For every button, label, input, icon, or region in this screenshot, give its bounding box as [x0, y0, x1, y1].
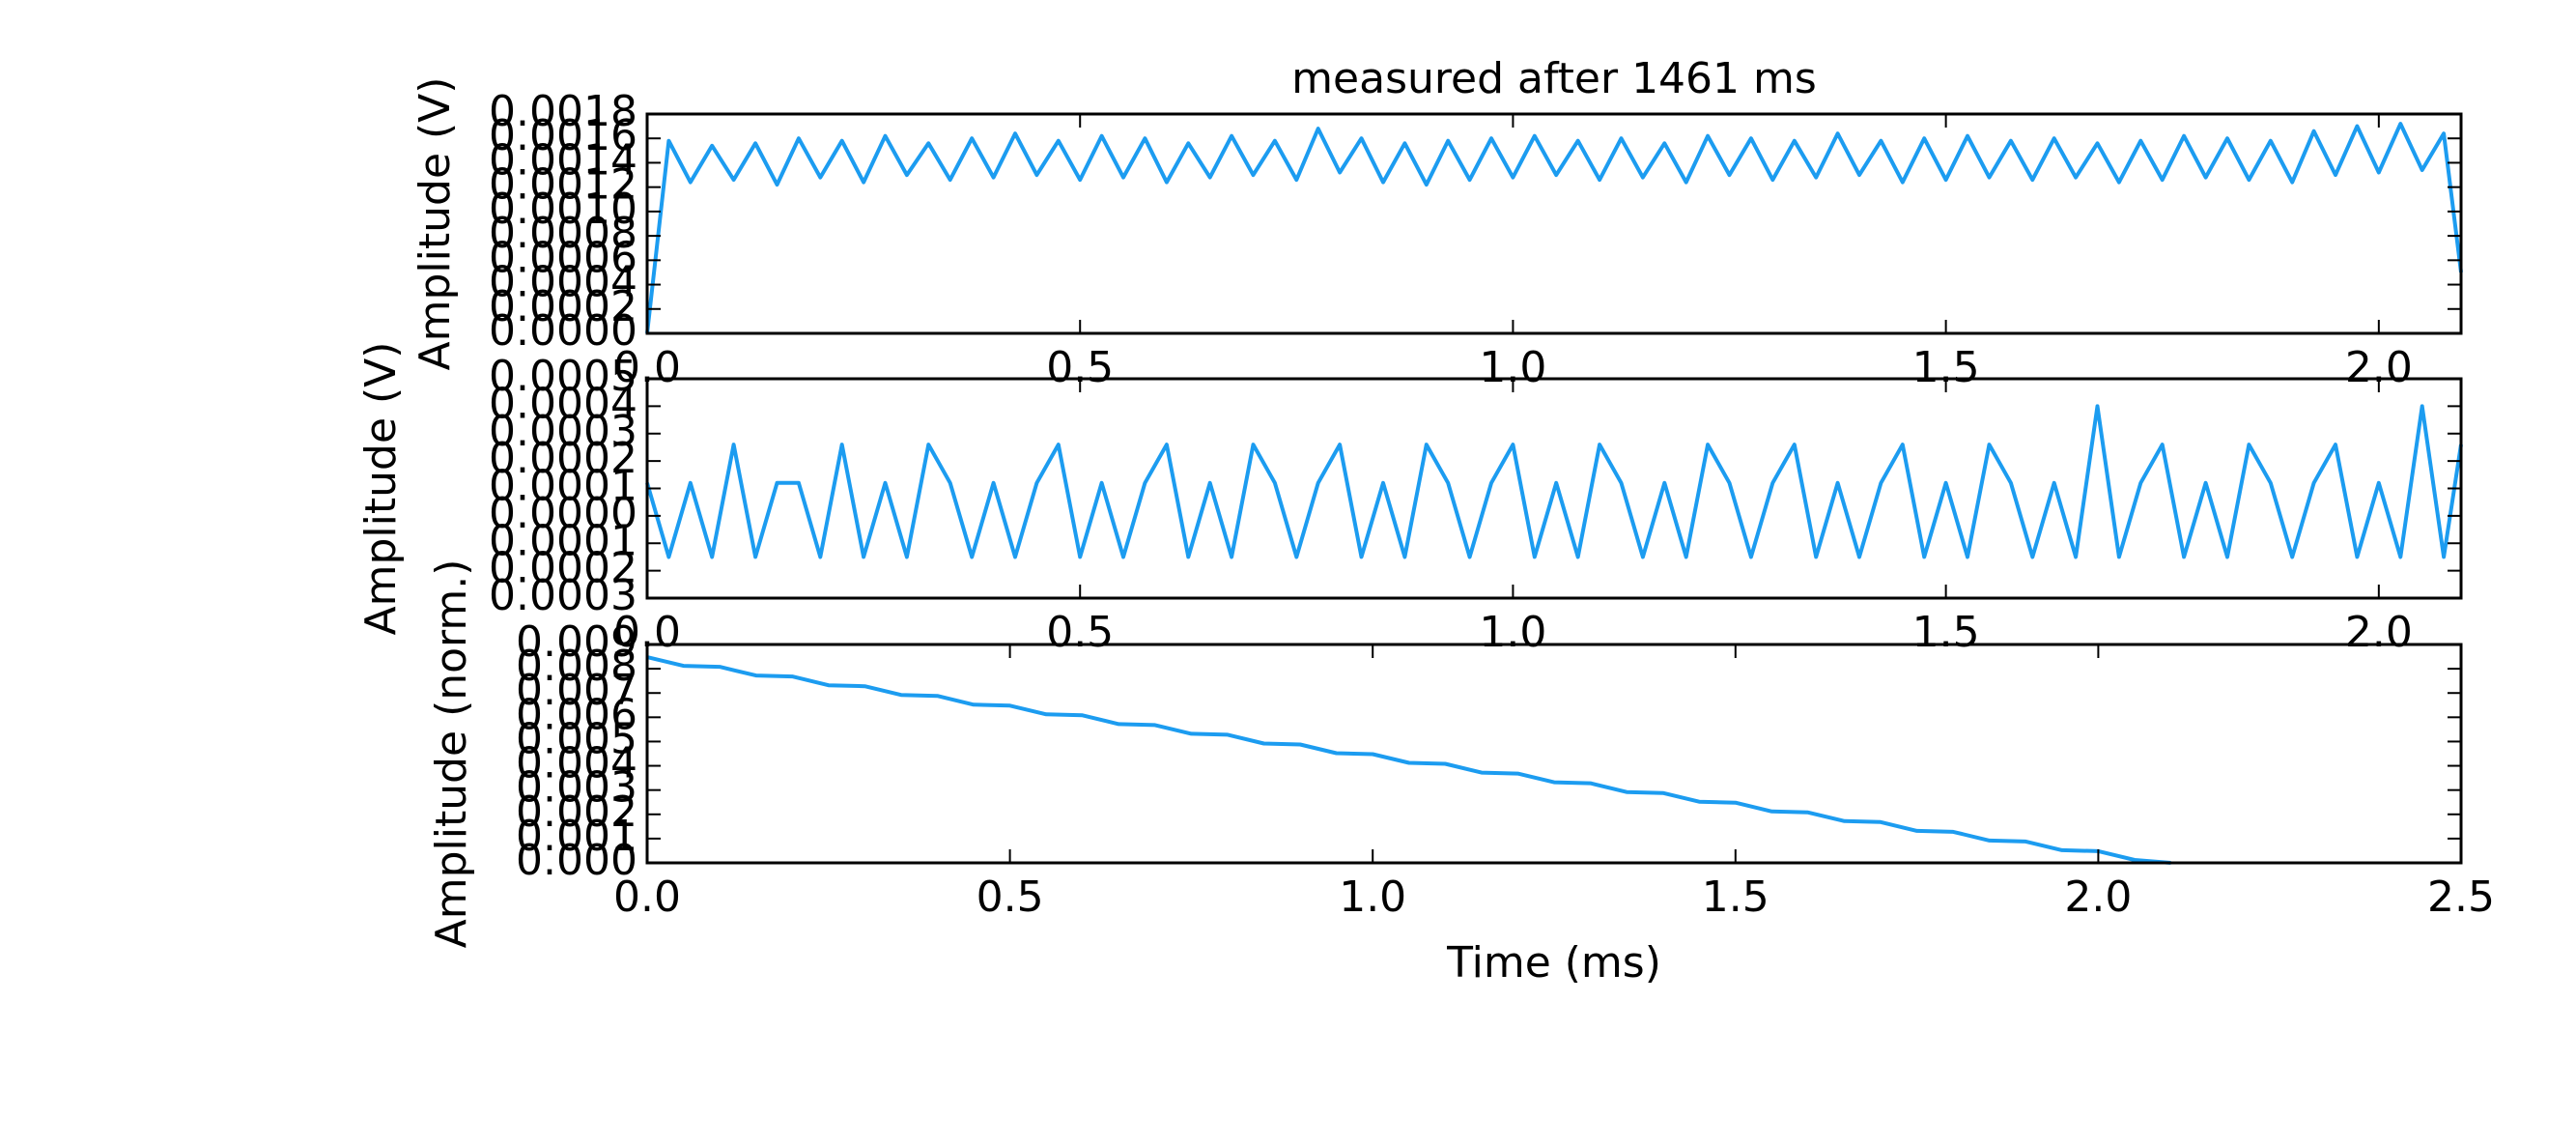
y-axis-label: Amplitude (V): [356, 342, 406, 636]
y-tick-label: 0.0014: [489, 135, 637, 185]
y-tick-label: 0.0003: [489, 571, 637, 620]
y-tick-label: 0.003: [516, 763, 637, 813]
signal-line: [645, 404, 2463, 559]
y-tick-label: 0.0008: [489, 209, 637, 258]
x-tick-label: 1.5: [1912, 608, 1980, 657]
x-axis-label: Time (ms): [1446, 938, 1661, 988]
y-tick-label: 0.0000: [489, 489, 637, 538]
x-tick-label: 1.0: [1479, 608, 1546, 657]
signal-line: [646, 655, 2171, 865]
x-tick-label: 0.5: [977, 873, 1044, 922]
y-tick-label: 0.0002: [489, 282, 637, 331]
y-tick-label: 0.007: [516, 666, 637, 715]
y-axis-label: Amplitude (V): [410, 77, 460, 371]
y-tick-label: 0.000: [516, 836, 637, 885]
y-tick-label: 0.0000: [489, 306, 637, 356]
y-tick-label: 0.004: [516, 739, 637, 788]
axes-frame: [645, 643, 2463, 865]
x-tick-label: 2.0: [2345, 608, 2413, 657]
y-tick-label: 0.0006: [489, 233, 637, 282]
y-tick-label: 0.0004: [489, 379, 637, 428]
x-tick-label: 1.5: [1702, 873, 1769, 922]
x-tick-label: 2.0: [2064, 873, 2132, 922]
y-tick-label: 0.0010: [489, 185, 637, 234]
y-tick-label: 0.0003: [489, 407, 637, 456]
x-tick-label: 2.5: [2427, 873, 2495, 922]
x-tick-label: 0.5: [1046, 608, 1114, 657]
x-tick-label: 1.0: [1339, 873, 1406, 922]
y-tick-label: 0.0012: [489, 160, 637, 210]
y-tick-label: 0.0001: [489, 462, 637, 511]
y-axis-label: Amplitude (norm.): [427, 559, 476, 949]
y-tick-label: 0.001: [516, 812, 637, 861]
x-tick-label: 0.0: [613, 873, 681, 922]
chart-title: measured after 1461 ms: [1291, 54, 1817, 103]
axes-frame: [645, 112, 2463, 335]
y-tick-label: 0.009: [516, 617, 637, 667]
y-tick-label: 0.0002: [489, 544, 637, 593]
y-tick-label: 0.0004: [489, 258, 637, 307]
y-tick-label: 0.0018: [489, 87, 637, 136]
y-tick-label: 0.0001: [489, 516, 637, 565]
y-tick-label: 0.006: [516, 690, 637, 739]
y-tick-label: 0.0005: [489, 352, 637, 401]
y-tick-label: 0.002: [516, 787, 637, 837]
signal-line: [645, 122, 2463, 334]
y-tick-label: 0.008: [516, 642, 637, 691]
y-tick-label: 0.005: [516, 714, 637, 763]
y-tick-label: 0.0016: [489, 111, 637, 160]
y-tick-label: 0.0002: [489, 434, 637, 483]
